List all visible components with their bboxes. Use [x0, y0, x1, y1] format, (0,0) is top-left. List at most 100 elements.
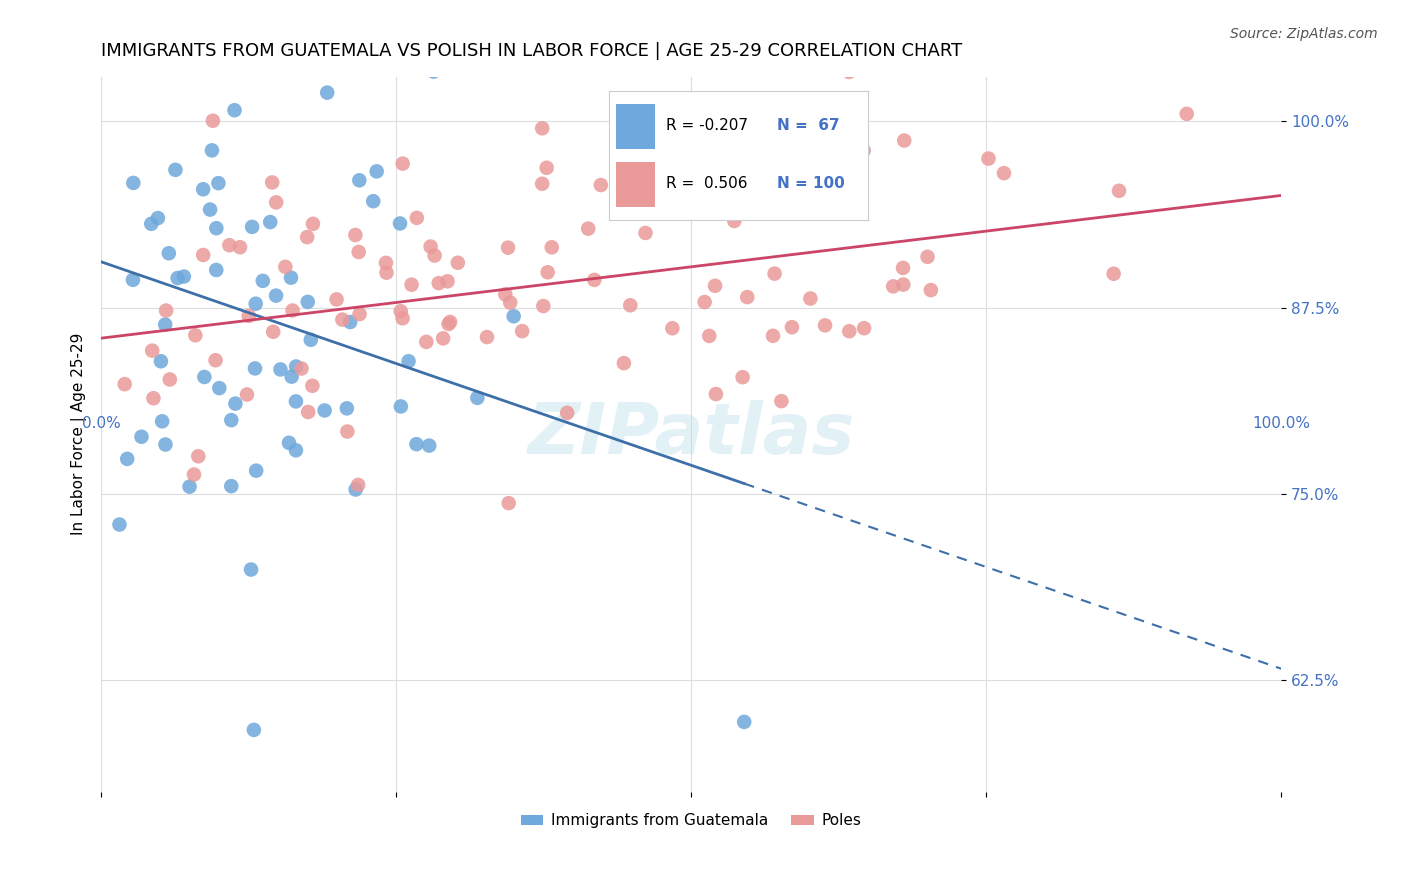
Immigrants from Guatemala	[245, 296, 267, 310]
Poles	[432, 331, 454, 345]
Poles	[852, 144, 875, 158]
Poles	[853, 321, 876, 335]
Poles	[475, 330, 498, 344]
Immigrants from Guatemala	[252, 274, 274, 288]
Poles	[770, 394, 793, 409]
Y-axis label: In Labor Force | Age 25-29: In Labor Force | Age 25-29	[72, 333, 87, 535]
Text: Source: ZipAtlas.com: Source: ZipAtlas.com	[1230, 27, 1378, 41]
Immigrants from Guatemala	[155, 60, 177, 74]
Poles	[439, 315, 461, 329]
Poles	[537, 265, 560, 279]
Poles	[891, 260, 914, 275]
Legend: Immigrants from Guatemala, Poles: Immigrants from Guatemala, Poles	[515, 807, 868, 834]
Immigrants from Guatemala	[166, 271, 188, 285]
Immigrants from Guatemala	[191, 182, 214, 196]
Poles	[825, 105, 848, 120]
Immigrants from Guatemala	[141, 217, 163, 231]
Poles	[447, 256, 470, 270]
Poles	[201, 113, 224, 128]
Immigrants from Guatemala	[243, 723, 266, 737]
Immigrants from Guatemala	[149, 354, 172, 368]
Poles	[218, 238, 240, 252]
Poles	[576, 221, 599, 235]
Immigrants from Guatemala	[284, 394, 307, 409]
Poles	[920, 283, 942, 297]
Poles	[405, 211, 427, 225]
Poles	[301, 379, 323, 393]
Immigrants from Guatemala	[170, 0, 193, 13]
Poles	[917, 250, 939, 264]
Poles	[499, 295, 522, 310]
Immigrants from Guatemala	[122, 273, 145, 287]
Poles	[555, 406, 578, 420]
Immigrants from Guatemala	[157, 246, 180, 260]
Poles	[262, 325, 284, 339]
Poles	[375, 266, 398, 280]
Poles	[187, 449, 209, 463]
Immigrants from Guatemala	[150, 414, 173, 428]
Immigrants from Guatemala	[344, 483, 367, 497]
Immigrants from Guatemala	[173, 269, 195, 284]
Poles	[977, 152, 1000, 166]
Immigrants from Guatemala	[122, 176, 145, 190]
Poles	[423, 248, 446, 262]
Immigrants from Guatemala	[165, 162, 187, 177]
Immigrants from Guatemala	[361, 194, 384, 209]
Poles	[193, 248, 215, 262]
Poles	[693, 295, 716, 310]
Immigrants from Guatemala	[467, 391, 489, 405]
Immigrants from Guatemala	[240, 219, 263, 234]
Immigrants from Guatemala	[108, 517, 131, 532]
Immigrants from Guatemala	[405, 437, 427, 451]
Immigrants from Guatemala	[221, 413, 243, 427]
Poles	[332, 312, 354, 326]
Poles	[159, 372, 181, 386]
Poles	[531, 121, 554, 136]
Poles	[436, 274, 458, 288]
Poles	[155, 303, 177, 318]
Poles	[281, 303, 304, 318]
Poles	[229, 240, 252, 254]
Immigrants from Guatemala	[243, 361, 266, 376]
Immigrants from Guatemala	[336, 401, 359, 416]
Poles	[650, 193, 672, 207]
Poles	[634, 226, 657, 240]
Poles	[302, 217, 325, 231]
Immigrants from Guatemala	[146, 211, 169, 225]
Immigrants from Guatemala	[297, 294, 319, 309]
Poles	[1175, 107, 1198, 121]
Poles	[624, 200, 647, 214]
Immigrants from Guatemala	[733, 714, 755, 729]
Poles	[389, 304, 412, 318]
Immigrants from Guatemala	[245, 464, 267, 478]
Poles	[183, 467, 205, 482]
Poles	[374, 256, 396, 270]
Poles	[731, 370, 754, 384]
Poles	[540, 240, 562, 254]
Immigrants from Guatemala	[205, 263, 228, 277]
Immigrants from Guatemala	[418, 439, 440, 453]
Immigrants from Guatemala	[219, 479, 242, 493]
Immigrants from Guatemala	[398, 354, 420, 368]
Immigrants from Guatemala	[422, 64, 444, 78]
Immigrants from Guatemala	[278, 435, 301, 450]
Immigrants from Guatemala	[224, 103, 246, 118]
Poles	[735, 290, 758, 304]
Text: ZIPatlas: ZIPatlas	[527, 400, 855, 469]
Poles	[347, 245, 370, 260]
Immigrants from Guatemala	[264, 288, 287, 302]
Poles	[347, 478, 370, 492]
Poles	[496, 241, 519, 255]
Poles	[437, 317, 460, 331]
Poles	[1102, 267, 1125, 281]
Immigrants from Guatemala	[280, 270, 302, 285]
Immigrants from Guatemala	[228, 13, 250, 28]
Poles	[723, 214, 745, 228]
Poles	[494, 287, 516, 301]
Poles	[427, 276, 450, 290]
Poles	[882, 279, 904, 293]
Text: IMMIGRANTS FROM GUATEMALA VS POLISH IN LABOR FORCE | AGE 25-29 CORRELATION CHART: IMMIGRANTS FROM GUATEMALA VS POLISH IN L…	[101, 42, 962, 60]
Immigrants from Guatemala	[131, 430, 153, 444]
Poles	[510, 324, 533, 338]
Poles	[401, 277, 423, 292]
